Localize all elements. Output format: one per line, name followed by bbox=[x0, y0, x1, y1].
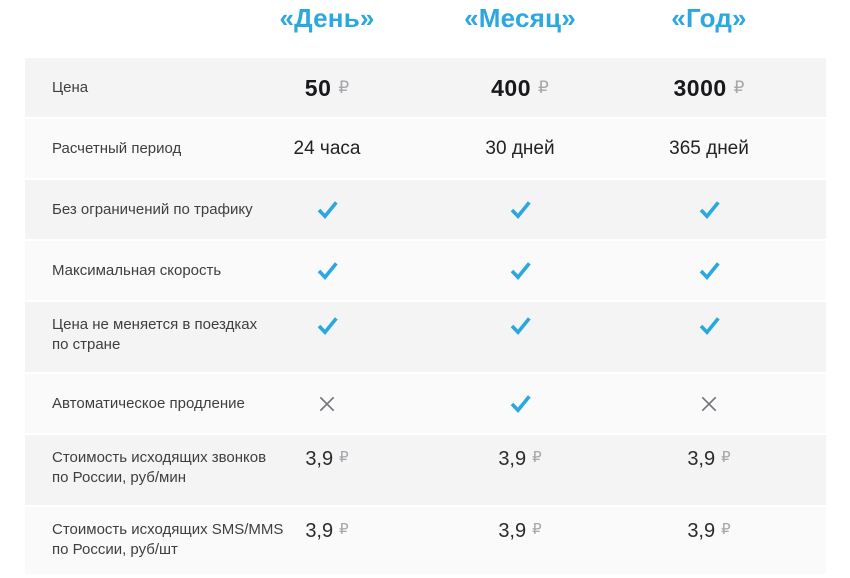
price-cell: 50 ₽ bbox=[232, 76, 422, 100]
currency-symbol: ₽ bbox=[339, 521, 349, 538]
cross-icon bbox=[319, 396, 335, 411]
feature-mark-cell bbox=[422, 260, 618, 281]
price-cell: 3,9 ₽ bbox=[618, 507, 800, 542]
price-cell: 3,9 ₽ bbox=[232, 435, 422, 470]
feature-mark-cell bbox=[232, 302, 422, 336]
period-value: 24 часа bbox=[293, 137, 361, 159]
currency-symbol: ₽ bbox=[733, 77, 745, 97]
price-value: 3,9 bbox=[687, 448, 716, 470]
period-cell: 24 часа bbox=[232, 138, 422, 160]
currency-symbol: ₽ bbox=[532, 521, 542, 538]
price-value: 3,9 bbox=[305, 520, 334, 542]
price-value: 3,9 bbox=[305, 448, 334, 470]
price-cell: 3,9 ₽ bbox=[422, 507, 618, 542]
check-icon bbox=[510, 395, 531, 414]
check-icon bbox=[699, 317, 720, 336]
feature-mark-cell bbox=[618, 260, 800, 281]
feature-mark-cell bbox=[618, 199, 800, 220]
cross-icon bbox=[701, 396, 717, 411]
feature-mark-cell bbox=[618, 395, 800, 413]
row-label: Цена bbox=[52, 78, 89, 96]
check-icon bbox=[510, 201, 531, 220]
tariff-comparison-table: «День» «Месяц» «Год» Цена 50 ₽ 400 ₽ 300… bbox=[25, 0, 826, 574]
price-cell: 3,9 ₽ bbox=[618, 435, 800, 470]
table-row-sms-cost: Стоимость исходящих SMS/MMS по России, ру… bbox=[25, 507, 826, 574]
feature-mark-cell bbox=[422, 199, 618, 220]
column-header-month: «Месяц» bbox=[464, 3, 576, 33]
check-icon bbox=[510, 317, 531, 336]
price-cell: 3,9 ₽ bbox=[422, 435, 618, 470]
row-label: Цена не меняется в поездках по стране bbox=[52, 316, 258, 353]
price-cell: 400 ₽ bbox=[422, 76, 618, 100]
price-value: 3,9 bbox=[687, 520, 716, 542]
currency-symbol: ₽ bbox=[721, 521, 731, 538]
period-cell: 30 дней bbox=[422, 138, 618, 160]
table-row-fixed-price-travel: Цена не меняется в поездках по стране bbox=[25, 302, 826, 372]
feature-mark-cell bbox=[422, 393, 618, 414]
column-header-year: «Год» bbox=[671, 3, 747, 33]
table-row-price: Цена 50 ₽ 400 ₽ 3000 ₽ bbox=[25, 58, 826, 117]
column-header-day: «День» bbox=[279, 3, 375, 33]
table-row-period: Расчетный период 24 часа 30 дней 365 дне… bbox=[25, 119, 826, 178]
period-value: 30 дней bbox=[485, 137, 555, 159]
table-header-row: «День» «Месяц» «Год» bbox=[25, 0, 826, 58]
price-value: 3000 bbox=[673, 74, 727, 101]
feature-mark-cell bbox=[232, 395, 422, 413]
feature-mark-cell bbox=[232, 260, 422, 281]
period-value: 365 дней bbox=[669, 137, 749, 159]
price-value: 3,9 bbox=[498, 448, 527, 470]
check-icon bbox=[317, 262, 338, 281]
table-row-unlimited-traffic: Без ограничений по трафику bbox=[25, 180, 826, 239]
currency-symbol: ₽ bbox=[339, 449, 349, 466]
feature-mark-cell bbox=[618, 302, 800, 336]
table-row-auto-renewal: Автоматическое продление bbox=[25, 374, 826, 433]
price-value: 3,9 bbox=[498, 520, 527, 542]
check-icon bbox=[699, 262, 720, 281]
row-label: Стоимость исходящих SMS/MMS по России, ру… bbox=[52, 521, 284, 558]
row-label: Максимальная скорость bbox=[52, 261, 222, 279]
period-cell: 365 дней bbox=[618, 138, 800, 160]
feature-mark-cell bbox=[422, 302, 618, 336]
row-label: Расчетный период bbox=[52, 139, 182, 157]
price-cell: 3000 ₽ bbox=[618, 76, 800, 100]
row-label: Автоматическое продление bbox=[52, 394, 245, 412]
check-icon bbox=[317, 201, 338, 220]
price-value: 400 bbox=[491, 74, 532, 101]
check-icon bbox=[317, 317, 338, 336]
check-icon bbox=[510, 262, 531, 281]
price-cell: 3,9 ₽ bbox=[232, 507, 422, 542]
table-row-max-speed: Максимальная скорость bbox=[25, 241, 826, 300]
currency-symbol: ₽ bbox=[338, 77, 350, 97]
row-label: Без ограничений по трафику bbox=[52, 200, 253, 218]
check-icon bbox=[699, 201, 720, 220]
price-value: 50 bbox=[304, 74, 332, 101]
currency-symbol: ₽ bbox=[532, 449, 542, 466]
feature-mark-cell bbox=[232, 199, 422, 220]
table-row-calls-cost: Стоимость исходящих звонков по России, ру… bbox=[25, 435, 826, 505]
row-label: Стоимость исходящих звонков по России, ру… bbox=[52, 449, 267, 486]
currency-symbol: ₽ bbox=[721, 449, 731, 466]
currency-symbol: ₽ bbox=[538, 77, 549, 97]
